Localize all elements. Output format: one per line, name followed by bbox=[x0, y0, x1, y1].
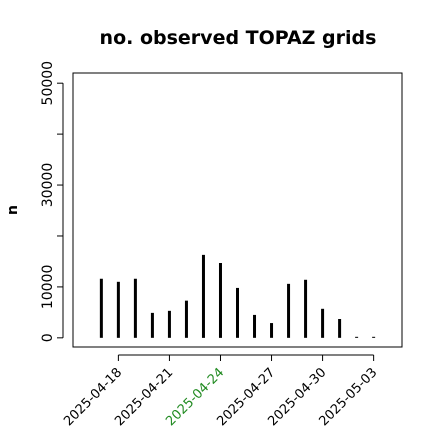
y-tick-label: 10000 bbox=[40, 265, 56, 310]
y-tick-label: 30000 bbox=[40, 163, 56, 208]
chart-title: no. observed TOPAZ grids bbox=[100, 27, 377, 49]
y-tick-label: 0 bbox=[40, 333, 56, 342]
plot-frame bbox=[72, 72, 403, 348]
y-tick-label: 50000 bbox=[40, 61, 56, 106]
y-axis-label: n bbox=[5, 205, 21, 215]
